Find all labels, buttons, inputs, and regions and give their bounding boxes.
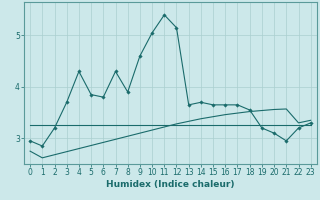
- X-axis label: Humidex (Indice chaleur): Humidex (Indice chaleur): [106, 180, 235, 189]
